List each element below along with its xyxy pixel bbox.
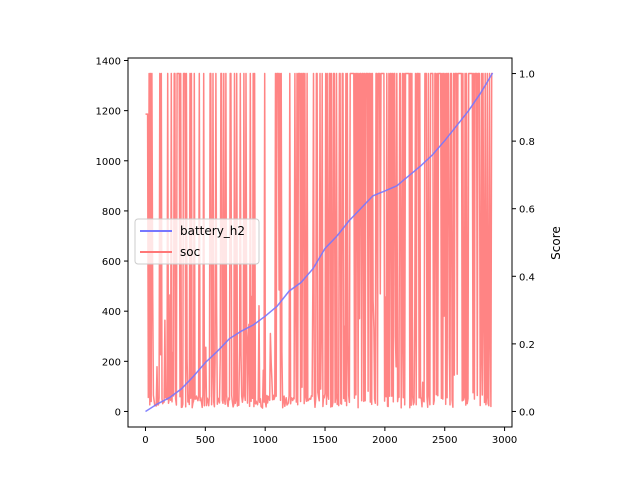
battery-h2-series (145, 72, 494, 413)
x-tick-label: 2000 (372, 435, 397, 446)
y-right-tick-label: 0.6 (519, 205, 535, 216)
y-right-tick-label: 1.0 (519, 70, 535, 81)
x-tick-label: 2500 (432, 435, 457, 446)
y-right-tick-label: 0.4 (519, 272, 535, 283)
y-axis-right: 0.0 0.2 0.4 0.6 0.8 1.0 (512, 70, 535, 418)
x-tick-label: 0 (142, 435, 148, 446)
y-left-tick-label: 200 (102, 357, 121, 368)
y-left-tick-label: 1400 (96, 57, 121, 68)
legend-label-battery-h2: battery_h2 (180, 224, 245, 238)
y-right-label: Score (549, 226, 563, 260)
x-axis: 0 500 1000 1500 2000 2500 3000 (142, 427, 517, 446)
y-right-tick-label: 0.8 (519, 137, 535, 148)
y-left-tick-label: 400 (102, 307, 121, 318)
plot-frame (127, 57, 513, 428)
legend-label-soc: soc (180, 245, 200, 259)
y-left-tick-label: 1000 (96, 157, 121, 168)
x-tick-label: 1500 (312, 435, 337, 446)
y-left-tick-label: 0 (115, 407, 121, 418)
y-axis-left: 0 200 400 600 800 1000 1200 1400 (96, 57, 128, 418)
legend: battery_h2 soc (134, 218, 260, 265)
y-left-tick-label: 600 (102, 257, 121, 268)
x-tick-label: 500 (196, 435, 215, 446)
battery-h2-line (145, 72, 494, 413)
y-left-tick-label: 800 (102, 207, 121, 218)
x-tick-label: 3000 (492, 435, 517, 446)
y-left-tick-label: 1200 (96, 107, 121, 118)
y-right-tick-label: 0.0 (519, 407, 535, 418)
y-right-tick-label: 0.2 (519, 340, 535, 351)
x-tick-label: 1000 (252, 435, 277, 446)
